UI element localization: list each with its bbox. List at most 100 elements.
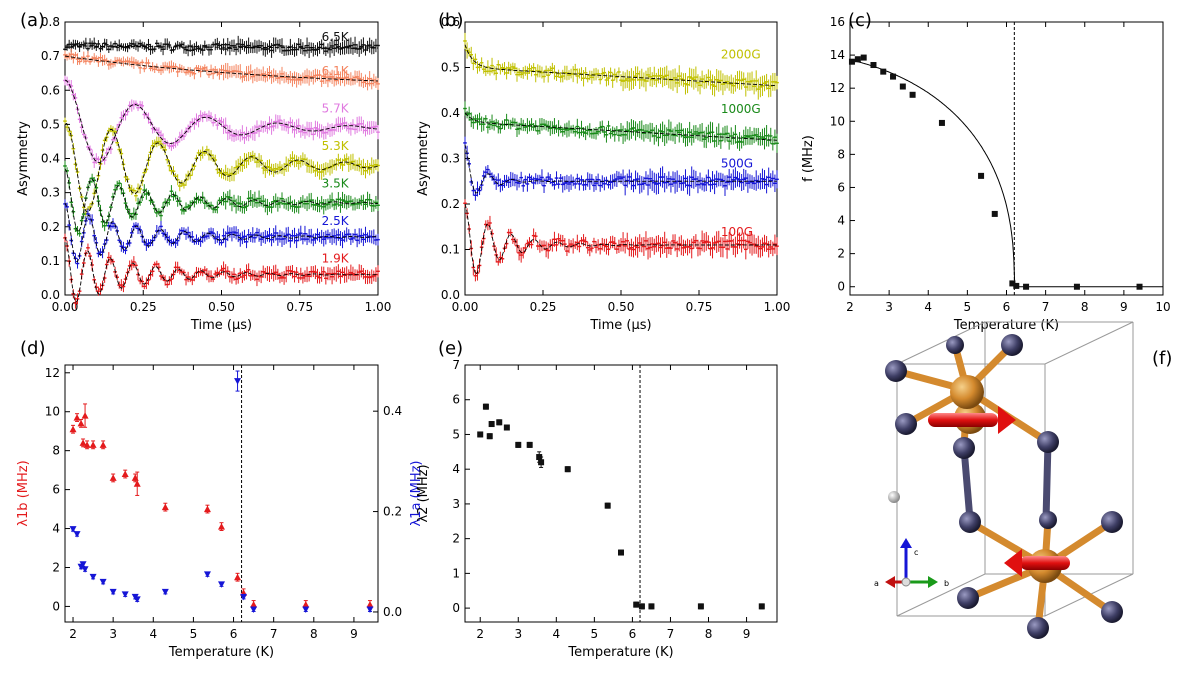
y-axis-label-e: λ2 (MHz)	[416, 464, 431, 522]
x-tick-label-e: 8	[705, 627, 713, 641]
data-point	[73, 531, 81, 538]
data-point	[121, 470, 129, 478]
y-tick-label-c: 10	[830, 114, 845, 128]
data-point	[73, 414, 81, 421]
data-point	[234, 378, 242, 385]
axes-triad: c a b	[874, 538, 949, 588]
series-label-100G: 100G	[721, 225, 753, 239]
data-point	[991, 210, 998, 217]
data-point	[526, 441, 533, 448]
axis-label-a: a	[874, 579, 879, 588]
data-point	[899, 83, 906, 90]
data-point	[133, 480, 141, 487]
y-tick-label-d: 4	[52, 522, 60, 536]
x-tick-label-d: 8	[310, 627, 318, 641]
data-point	[1013, 282, 1020, 289]
panel-e-lambda2-vs-temperature: 2 3 4 5 6 7 8 9 0 1 2 3 4 5 6 7 Temperature (K) λ2 (MHz)	[416, 358, 778, 660]
data-point	[854, 56, 861, 63]
y-tick-label-b: 0.1	[441, 243, 460, 257]
x-tick-label-a: 0.50	[208, 300, 235, 314]
x-tick-label-e: 5	[591, 627, 599, 641]
data-point	[77, 419, 85, 427]
x-tick-label-b: 0.00	[452, 300, 479, 314]
data-point	[938, 119, 945, 126]
x-tick-label-e: 3	[514, 627, 522, 641]
y-tick-label-d: 0	[52, 599, 60, 613]
data-point	[978, 172, 985, 179]
fit-curve	[464, 203, 777, 276]
x-axis-label-b: Time (μs)	[589, 318, 651, 333]
plot-frame-e	[464, 364, 778, 623]
panel-label-e: (e)	[438, 338, 463, 359]
data-point	[482, 403, 489, 410]
y-tick-label-c: 4	[837, 214, 845, 228]
x-tick-label-a: 1.00	[365, 300, 392, 314]
y-tick-label-c: 6	[837, 180, 845, 194]
data-point	[1073, 283, 1080, 290]
axis-label-c: c	[914, 548, 918, 557]
x-axis-label-c: Temperature (K)	[953, 318, 1059, 333]
data-point	[302, 606, 310, 613]
data-point	[240, 593, 248, 601]
x-tick-label-d: 6	[230, 627, 238, 641]
small-atom	[888, 491, 900, 503]
series-b-100G: 100G	[463, 199, 779, 282]
mn-atom-upper	[928, 375, 1016, 434]
y-tick-label-e: 3	[452, 497, 460, 511]
data-point	[161, 503, 169, 511]
x-tick-label-e: 7	[667, 627, 675, 641]
data-point	[234, 573, 242, 581]
series-label-3.5K: 3.5K	[322, 177, 350, 191]
x-tick-label-b: 0.50	[608, 300, 635, 314]
data-point	[909, 91, 916, 98]
y-tick-label-e: 1	[452, 566, 460, 580]
data-point	[538, 459, 545, 466]
data-point	[496, 419, 503, 426]
y-tick-label-e: 5	[452, 427, 460, 441]
fit-curve-c	[849, 59, 1163, 288]
x-atoms	[885, 334, 1123, 639]
y-tick-label-a: 0.1	[41, 254, 60, 268]
mn-atom-lower	[1004, 549, 1070, 583]
data-point	[604, 502, 611, 509]
data-point	[1136, 283, 1143, 290]
data-point	[161, 588, 169, 596]
data-point	[477, 431, 484, 438]
data-point	[69, 425, 77, 433]
data-point	[99, 441, 107, 448]
data-point	[1023, 283, 1030, 290]
series-a-3.5K: 3.5K	[63, 160, 380, 237]
plot-frame-d	[64, 364, 379, 623]
y-tick-label-a: 0.2	[41, 220, 60, 234]
x-axis-label-a: Time (μs)	[190, 318, 252, 333]
y-axis-label-right-d: λ1a (MHz)	[409, 460, 424, 526]
data-point	[486, 433, 493, 440]
x-tick-label-c: 7	[1042, 300, 1050, 314]
x-tick-label-b: 1.00	[764, 300, 791, 314]
series-label-6.1K: 6.1K	[322, 64, 350, 78]
unit-cell-box	[896, 321, 1134, 617]
data-point	[218, 523, 225, 530]
data-point	[633, 601, 640, 608]
y-tick-label-b: 0.4	[441, 106, 460, 120]
data-point	[203, 505, 211, 513]
x-tick-label-e: 9	[743, 627, 751, 641]
series-a-5.7K: 5.7K	[63, 75, 380, 168]
magnetic-moment-arrow-right	[928, 413, 998, 427]
panel-label-c: (c)	[848, 10, 872, 31]
data-point	[99, 578, 107, 586]
x-tick-label-a: 0.00	[52, 300, 79, 314]
data-point	[81, 412, 89, 419]
y-tick-label-e: 0	[452, 601, 460, 615]
data-point	[133, 596, 141, 603]
y-tick-label-a: 0.5	[41, 117, 60, 131]
y-tick-label-e: 4	[452, 462, 460, 476]
y-tick-label-right-d: 0.4	[383, 404, 402, 418]
data-point	[81, 566, 89, 573]
data-point	[250, 600, 258, 608]
series-a-6.1K: 6.1K	[63, 48, 380, 91]
x-tick-label-b: 0.75	[686, 300, 713, 314]
y-axis-label-c: f (MHz)	[801, 135, 816, 182]
data-point	[366, 606, 374, 613]
